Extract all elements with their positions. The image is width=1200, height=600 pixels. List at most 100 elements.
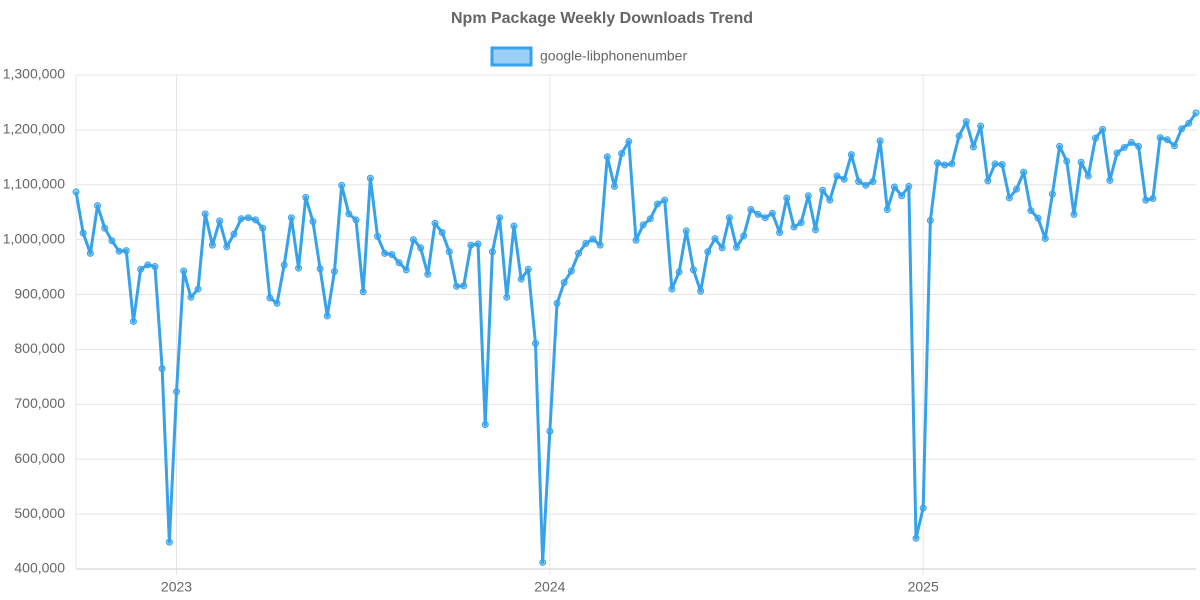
data-point: [998, 160, 1006, 168]
data-point: [216, 217, 224, 225]
data-point: [1034, 214, 1042, 222]
data-point: [847, 151, 855, 159]
data-point: [898, 192, 906, 200]
data-point: [165, 538, 173, 546]
data-point: [747, 205, 755, 213]
data-point: [345, 210, 353, 218]
data-point: [754, 210, 762, 218]
data-point: [108, 237, 116, 245]
data-point: [833, 172, 841, 180]
data-point: [517, 275, 525, 283]
data-point: [1056, 142, 1064, 150]
data-point: [567, 267, 575, 275]
data-point: [244, 214, 252, 222]
x-tick-label: 2024: [534, 579, 565, 595]
y-tick-label: 1,300,000: [3, 66, 65, 82]
data-point: [1013, 185, 1021, 193]
data-point: [129, 317, 137, 325]
data-point: [316, 265, 324, 273]
data-point: [223, 243, 231, 251]
data-point: [675, 268, 683, 276]
data-point: [101, 224, 109, 232]
series-line: [74, 112, 1198, 564]
data-point: [460, 282, 468, 290]
data-point: [122, 247, 130, 255]
data-point: [811, 226, 819, 234]
data-point: [488, 248, 496, 256]
data-point: [575, 249, 583, 257]
data-point: [905, 182, 913, 190]
data-point: [467, 241, 475, 249]
data-point: [388, 250, 396, 258]
data-point: [180, 267, 188, 275]
data-point: [524, 265, 532, 273]
data-point: [424, 270, 432, 278]
data-point: [768, 209, 776, 217]
data-point: [625, 137, 633, 145]
data-point: [984, 177, 992, 185]
data-point: [855, 177, 863, 185]
data-point: [79, 229, 87, 237]
data-point: [553, 299, 561, 307]
data-point: [1142, 196, 1150, 204]
data-point: [725, 214, 733, 222]
data-point: [1020, 168, 1028, 176]
data-point: [481, 421, 489, 429]
data-point: [618, 149, 626, 157]
legend-swatch: [490, 46, 533, 67]
data-point: [266, 294, 274, 302]
data-point: [797, 219, 805, 227]
data-point: [689, 266, 697, 274]
data-point: [1091, 134, 1099, 142]
data-point: [718, 244, 726, 252]
data-point: [251, 216, 259, 224]
data-point: [287, 214, 295, 222]
data-point: [1041, 235, 1049, 243]
data-point: [1127, 139, 1135, 147]
data-point: [431, 219, 439, 227]
data-point: [890, 183, 898, 191]
data-point: [632, 236, 640, 244]
y-tick-label: 800,000: [14, 340, 65, 356]
data-point: [948, 160, 956, 168]
data-point: [539, 558, 547, 566]
data-point: [912, 534, 920, 542]
data-point: [453, 282, 461, 290]
data-point: [1149, 195, 1157, 202]
data-point: [883, 205, 891, 213]
data-point: [991, 160, 999, 168]
data-point: [969, 143, 977, 151]
x-tick-label: 2023: [161, 579, 192, 595]
data-point: [639, 221, 647, 229]
data-point: [654, 200, 662, 208]
data-point: [941, 161, 949, 169]
data-point: [295, 264, 303, 272]
data-point: [531, 339, 539, 347]
data-point: [1156, 134, 1164, 142]
data-point: [869, 177, 877, 185]
data-point: [955, 132, 963, 140]
data-point: [840, 175, 848, 183]
data-point: [740, 232, 748, 240]
data-point: [603, 153, 611, 161]
data-point: [474, 240, 482, 248]
data-point: [503, 293, 511, 301]
data-point: [546, 427, 554, 435]
data-point: [1163, 136, 1171, 144]
data-point: [1048, 190, 1056, 198]
data-point: [1106, 176, 1114, 184]
data-point: [151, 263, 159, 271]
chart-title: Npm Package Weekly Downloads Trend: [451, 10, 753, 27]
y-tick-label: 1,200,000: [3, 121, 65, 137]
data-point: [280, 261, 288, 269]
data-point: [201, 210, 209, 218]
data-point: [417, 244, 425, 252]
data-point: [1120, 143, 1128, 151]
data-point: [338, 181, 346, 189]
data-point: [72, 188, 80, 196]
data-point: [1027, 207, 1035, 215]
data-point: [1113, 149, 1121, 157]
data-point: [330, 268, 338, 276]
data-point: [977, 122, 985, 130]
